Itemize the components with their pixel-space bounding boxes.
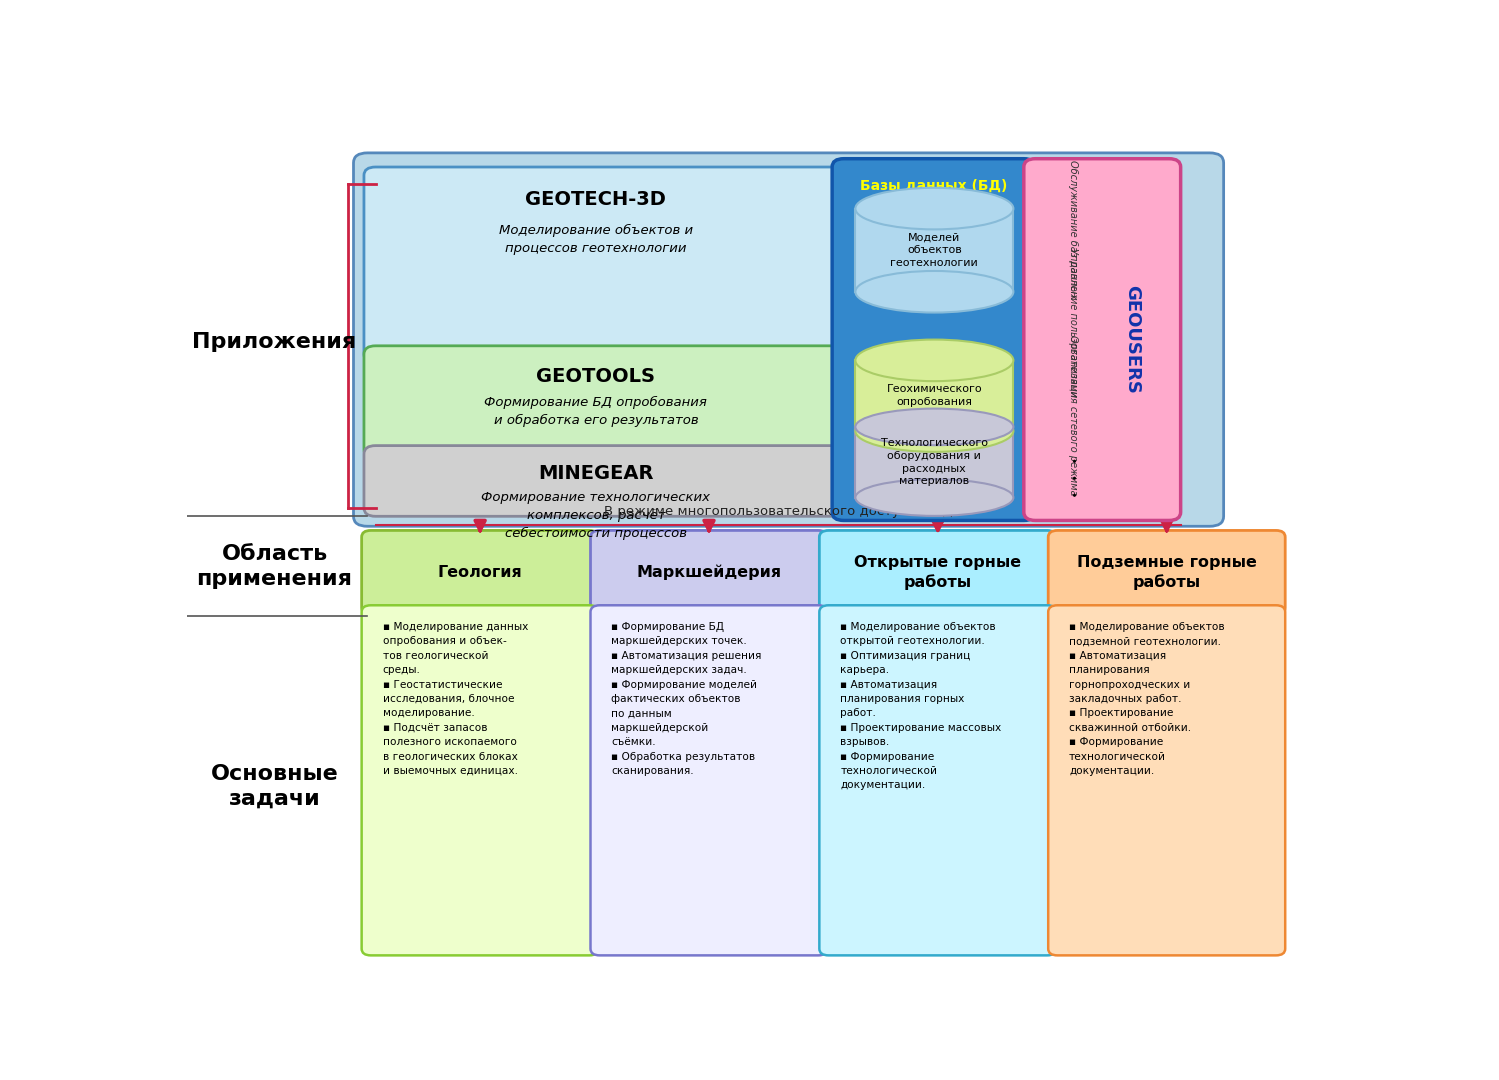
- Text: GEOTECH-3D: GEOTECH-3D: [526, 190, 666, 210]
- Text: Управление пользователями: Управление пользователями: [1067, 247, 1078, 397]
- Text: Область
применения: Область применения: [196, 544, 352, 589]
- Text: ▪ Формирование БД
маркшейдерских точек.
▪ Автоматизация решения
маркшейдерских з: ▪ Формирование БД маркшейдерских точек. …: [612, 622, 761, 775]
- FancyBboxPatch shape: [364, 446, 845, 516]
- Text: В режиме многопользовательского доступа к БД: В режиме многопользовательского доступа …: [604, 505, 952, 518]
- FancyBboxPatch shape: [820, 530, 1057, 615]
- Text: GEOTOOLS: GEOTOOLS: [537, 366, 655, 386]
- Text: ▪ Моделирование объектов
открытой геотехнологии.
▪ Оптимизация границ
карьера.
▪: ▪ Моделирование объектов открытой геотех…: [841, 622, 1001, 791]
- FancyBboxPatch shape: [354, 153, 1223, 526]
- Text: •   •   •: • • •: [1067, 457, 1078, 498]
- Text: Моделей
объектов
геотехнологии: Моделей объектов геотехнологии: [890, 232, 979, 268]
- Text: ▪ Моделирование данных
опробования и объек-
тов геологической
среды.
▪ Геостатис: ▪ Моделирование данных опробования и объ…: [382, 622, 528, 775]
- Ellipse shape: [856, 408, 1013, 445]
- Text: Технологического
оборудования и
расходных
материалов: Технологического оборудования и расходны…: [881, 438, 988, 486]
- Text: Подземные горные
работы: Подземные горные работы: [1076, 555, 1256, 590]
- FancyBboxPatch shape: [591, 530, 827, 615]
- FancyBboxPatch shape: [1048, 530, 1285, 615]
- Bar: [856, 427, 1013, 498]
- FancyBboxPatch shape: [364, 346, 845, 458]
- Text: ▪ Моделирование объектов
подземной геотехнологии.
▪ Автоматизация
планирования
г: ▪ Моделирование объектов подземной геоте…: [1069, 622, 1225, 775]
- Ellipse shape: [856, 271, 1013, 312]
- Text: Организация сетевого режима: Организация сетевого режима: [1067, 335, 1078, 496]
- FancyBboxPatch shape: [1024, 159, 1181, 521]
- Text: Приложения: Приложения: [192, 332, 357, 352]
- Ellipse shape: [856, 188, 1013, 229]
- FancyBboxPatch shape: [361, 605, 598, 956]
- Ellipse shape: [856, 480, 1013, 516]
- Text: Обслуживание баз данных: Обслуживание баз данных: [1067, 160, 1078, 299]
- Text: Основные
задачи: Основные задачи: [211, 765, 339, 809]
- Text: Открытые горные
работы: Открытые горные работы: [854, 555, 1021, 590]
- Text: Геохимического
опробования: Геохимического опробования: [886, 384, 982, 407]
- Text: Формирование технологических
комплексов, расчёт
себестоимости процессов: Формирование технологических комплексов,…: [481, 491, 711, 540]
- Text: Моделирование объектов и
процессов геотехнологии: Моделирование объектов и процессов геоте…: [499, 224, 693, 255]
- Ellipse shape: [856, 410, 1013, 451]
- Text: Формирование БД опробования
и обработка его результатов: Формирование БД опробования и обработка …: [484, 395, 708, 427]
- FancyBboxPatch shape: [832, 159, 1036, 521]
- Bar: [856, 361, 1013, 431]
- Text: GEOUSERS: GEOUSERS: [1123, 285, 1141, 394]
- FancyBboxPatch shape: [361, 530, 598, 615]
- FancyBboxPatch shape: [1048, 605, 1285, 956]
- FancyBboxPatch shape: [364, 167, 845, 363]
- Text: Геология: Геология: [438, 565, 523, 580]
- Ellipse shape: [856, 339, 1013, 381]
- Text: Базы данных (БД): Базы данных (БД): [860, 178, 1007, 192]
- FancyBboxPatch shape: [820, 605, 1057, 956]
- Text: Маркшейдерия: Маркшейдерия: [637, 565, 781, 580]
- FancyBboxPatch shape: [591, 605, 827, 956]
- Bar: [856, 208, 1013, 292]
- Text: MINEGEAR: MINEGEAR: [538, 464, 654, 483]
